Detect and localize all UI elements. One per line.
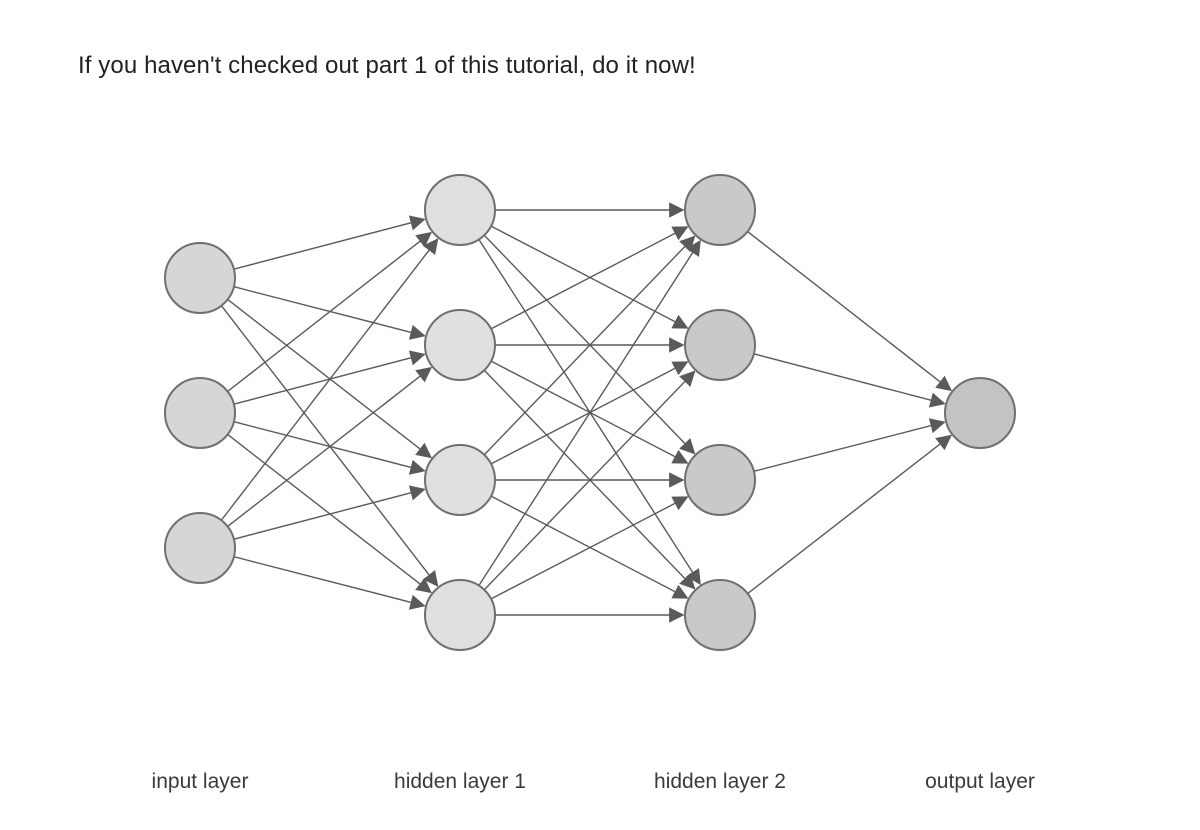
neural-network-diagram: input layer hidden layer 1 hidden layer 2 o… [0, 0, 1200, 830]
node-output-0 [945, 378, 1015, 448]
node-hidden2-0 [685, 175, 755, 245]
node-input-2 [165, 513, 235, 583]
node-input-1 [165, 378, 235, 448]
edge [228, 434, 431, 592]
edge [234, 422, 424, 471]
edge [491, 227, 687, 329]
edge [748, 436, 951, 594]
neural-network-svg [0, 0, 1200, 830]
edge [491, 226, 687, 328]
edge [491, 361, 687, 463]
edge [754, 422, 944, 471]
layer-label-input: input layer [152, 770, 249, 794]
edge [754, 354, 944, 404]
edges-group [221, 210, 951, 615]
node-hidden2-3 [685, 580, 755, 650]
edge [491, 496, 687, 598]
node-hidden2-1 [685, 310, 755, 380]
edge [479, 241, 700, 585]
edge [221, 239, 437, 520]
edge [484, 237, 694, 455]
edge [491, 497, 687, 599]
node-hidden1-1 [425, 310, 495, 380]
node-hidden2-2 [685, 445, 755, 515]
edge [484, 235, 694, 453]
layer-label-hidden2: hidden layer 2 [654, 770, 786, 794]
edge [228, 299, 431, 457]
node-hidden1-2 [425, 445, 495, 515]
node-input-0 [165, 243, 235, 313]
layer-label-hidden1: hidden layer 1 [394, 770, 526, 794]
edge [484, 372, 694, 590]
node-hidden1-3 [425, 580, 495, 650]
edge [234, 219, 424, 269]
edge [228, 368, 431, 527]
edge [228, 233, 431, 392]
edge [484, 370, 694, 588]
edge [234, 557, 424, 606]
node-hidden1-0 [425, 175, 495, 245]
edge [748, 232, 951, 391]
layer-label-output: output layer [925, 770, 1035, 794]
